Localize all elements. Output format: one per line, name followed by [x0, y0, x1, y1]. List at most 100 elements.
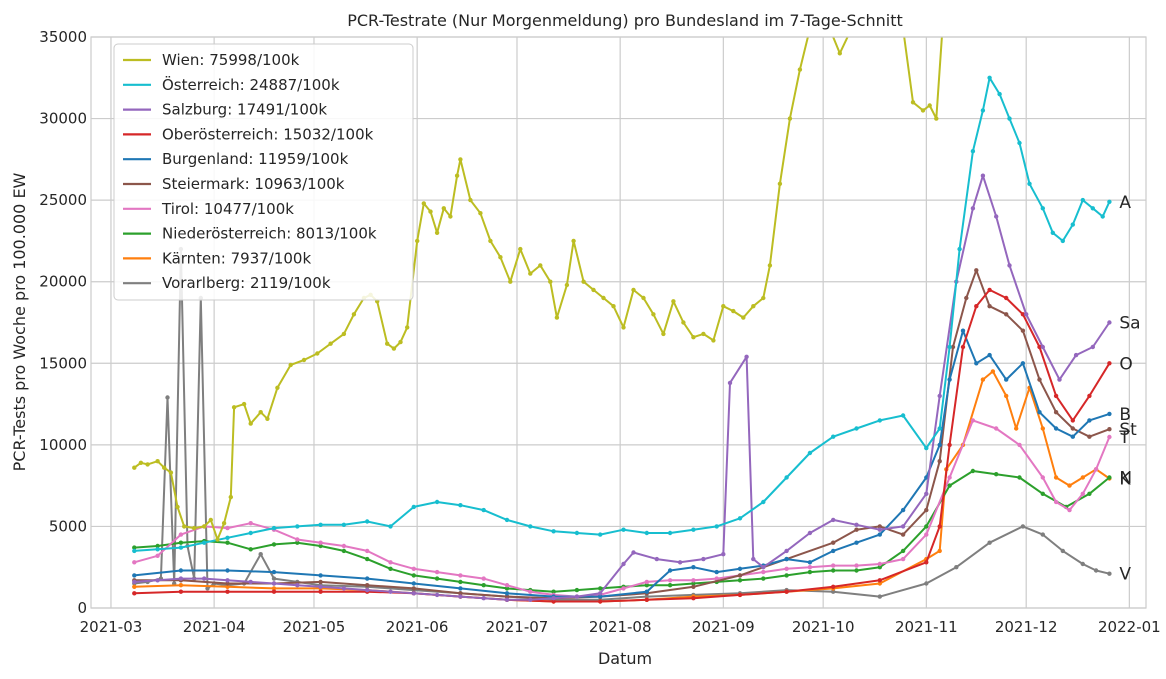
- data-point: [960, 344, 966, 350]
- data-point: [937, 524, 942, 529]
- data-point: [498, 255, 503, 260]
- data-point: [1040, 426, 1046, 431]
- series-layer: [132, 37, 1112, 604]
- data-point: [271, 589, 277, 594]
- data-point: [388, 524, 393, 529]
- data-point: [271, 542, 277, 547]
- data-point: [574, 594, 580, 599]
- data-point: [571, 238, 576, 244]
- data-point: [947, 344, 952, 350]
- x-tick-label: 2021-07: [486, 618, 549, 636]
- data-point: [737, 516, 743, 521]
- series-6: [132, 268, 1112, 601]
- data-point: [807, 450, 813, 456]
- data-point: [934, 116, 939, 121]
- data-point: [761, 569, 766, 575]
- data-point: [661, 331, 666, 337]
- data-point: [591, 287, 596, 293]
- data-point: [807, 569, 813, 575]
- data-point: [458, 157, 463, 162]
- data-point: [182, 524, 187, 529]
- data-point: [807, 530, 813, 536]
- data-point: [248, 521, 253, 526]
- data-point: [411, 504, 416, 510]
- data-point: [644, 597, 649, 602]
- data-point: [1107, 434, 1112, 440]
- data-point: [1070, 426, 1076, 431]
- data-point: [807, 565, 813, 570]
- legend-label: Wien: 75998/100k: [162, 51, 300, 69]
- data-point: [667, 583, 673, 588]
- chart-title: PCR-Testrate (Nur Morgenmeldung) pro Bun…: [347, 11, 903, 30]
- data-point: [721, 304, 726, 309]
- data-point: [1057, 377, 1062, 382]
- data-point: [1060, 238, 1066, 244]
- x-tick-label: 2021-04: [183, 618, 246, 636]
- data-point: [1060, 548, 1066, 554]
- data-point: [458, 594, 463, 599]
- data-point: [701, 556, 706, 562]
- data-point: [924, 532, 929, 537]
- series-line: [134, 288, 1111, 603]
- x-axis-ticks: 2021-03 2021-04 2021-05 2021-06 2021-07 2021-…: [80, 618, 1161, 636]
- series-line: [134, 269, 1110, 600]
- data-point: [155, 543, 160, 549]
- data-point: [162, 465, 167, 470]
- data-point: [1037, 377, 1042, 382]
- y-tick-label: 35000: [39, 28, 87, 46]
- data-point: [727, 380, 733, 386]
- data-point: [481, 576, 486, 581]
- data-point: [970, 418, 976, 423]
- series-1: [132, 37, 943, 542]
- data-point: [341, 548, 347, 554]
- data-point: [877, 561, 882, 567]
- data-point: [1107, 361, 1112, 366]
- legend-label: Tirol: 10477/100k: [161, 200, 294, 218]
- x-tick-label: 2021-06: [386, 618, 449, 636]
- data-point: [132, 545, 137, 550]
- data-point: [574, 530, 580, 536]
- data-point: [1023, 312, 1029, 317]
- data-point: [691, 578, 696, 583]
- legend-label: Salzburg: 17491/100k: [162, 101, 327, 119]
- data-point: [202, 524, 207, 529]
- data-point: [225, 581, 230, 586]
- data-point: [980, 377, 986, 382]
- data-point: [987, 287, 992, 293]
- data-point: [481, 583, 486, 588]
- data-point: [960, 328, 966, 333]
- data-point: [1053, 426, 1059, 431]
- data-point: [970, 468, 976, 474]
- legend-item: Österreich: 24887/100k: [123, 75, 340, 94]
- data-point: [1007, 263, 1012, 268]
- data-point: [225, 578, 230, 583]
- data-point: [481, 596, 486, 601]
- data-point: [761, 499, 766, 505]
- data-point: [598, 599, 603, 604]
- data-point: [178, 589, 184, 594]
- series-end-label: T: [1118, 428, 1130, 448]
- data-point: [301, 357, 307, 363]
- data-point: [1073, 352, 1079, 358]
- data-point: [714, 576, 719, 581]
- x-tick-label: 2021-10: [792, 618, 855, 636]
- data-point: [691, 527, 696, 532]
- data-point: [970, 206, 976, 211]
- data-point: [641, 295, 646, 301]
- data-point: [574, 587, 580, 593]
- data-point: [458, 586, 463, 591]
- legend-item: Niederösterreich: 8013/100k: [123, 225, 377, 243]
- data-point: [761, 576, 766, 581]
- data-point: [225, 589, 230, 594]
- data-point: [1067, 507, 1072, 513]
- data-point: [737, 578, 743, 583]
- data-point: [504, 591, 510, 596]
- data-point: [621, 527, 626, 532]
- data-point: [937, 548, 942, 554]
- data-point: [651, 312, 656, 317]
- data-point: [1040, 532, 1046, 537]
- data-point: [551, 596, 556, 601]
- data-point: [405, 325, 410, 330]
- data-point: [761, 295, 766, 301]
